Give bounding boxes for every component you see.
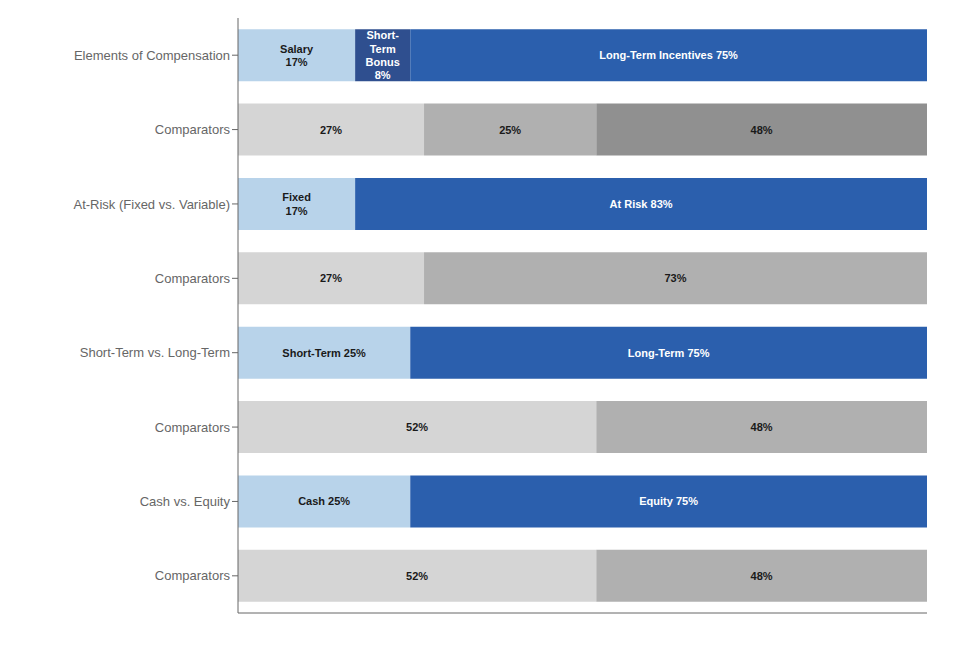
svg-text:48%: 48% — [751, 421, 773, 433]
svg-text:Cash 25%: Cash 25% — [298, 495, 350, 507]
svg-text:Comparators: Comparators — [155, 271, 231, 286]
svg-text:Short-TermBonus8%: Short-TermBonus8% — [366, 29, 400, 81]
svg-text:27%: 27% — [320, 272, 342, 284]
svg-text:48%: 48% — [751, 570, 773, 582]
svg-text:52%: 52% — [406, 421, 428, 433]
svg-text:Elements of Compensation: Elements of Compensation — [74, 48, 230, 63]
svg-text:Comparators: Comparators — [155, 568, 231, 583]
svg-text:Comparators: Comparators — [155, 420, 231, 435]
svg-text:52%: 52% — [406, 570, 428, 582]
svg-text:27%: 27% — [320, 124, 342, 136]
svg-text:Equity 75%: Equity 75% — [639, 495, 698, 507]
svg-text:25%: 25% — [499, 124, 521, 136]
svg-text:Comparators: Comparators — [155, 122, 231, 137]
svg-text:Salary17%: Salary17% — [280, 43, 314, 68]
svg-text:48%: 48% — [751, 124, 773, 136]
svg-text:Short-Term 25%: Short-Term 25% — [282, 347, 366, 359]
svg-text:Fixed17%: Fixed17% — [282, 191, 311, 216]
svg-text:73%: 73% — [664, 272, 686, 284]
svg-text:At-Risk (Fixed vs. Variable): At-Risk (Fixed vs. Variable) — [73, 197, 230, 212]
svg-text:Short-Term vs. Long-Term: Short-Term vs. Long-Term — [80, 345, 230, 360]
svg-text:Long-Term Incentives 75%: Long-Term Incentives 75% — [599, 49, 738, 61]
svg-text:Cash vs. Equity: Cash vs. Equity — [140, 494, 231, 509]
svg-text:Long-Term 75%: Long-Term 75% — [628, 347, 710, 359]
svg-text:At Risk 83%: At Risk 83% — [610, 198, 673, 210]
